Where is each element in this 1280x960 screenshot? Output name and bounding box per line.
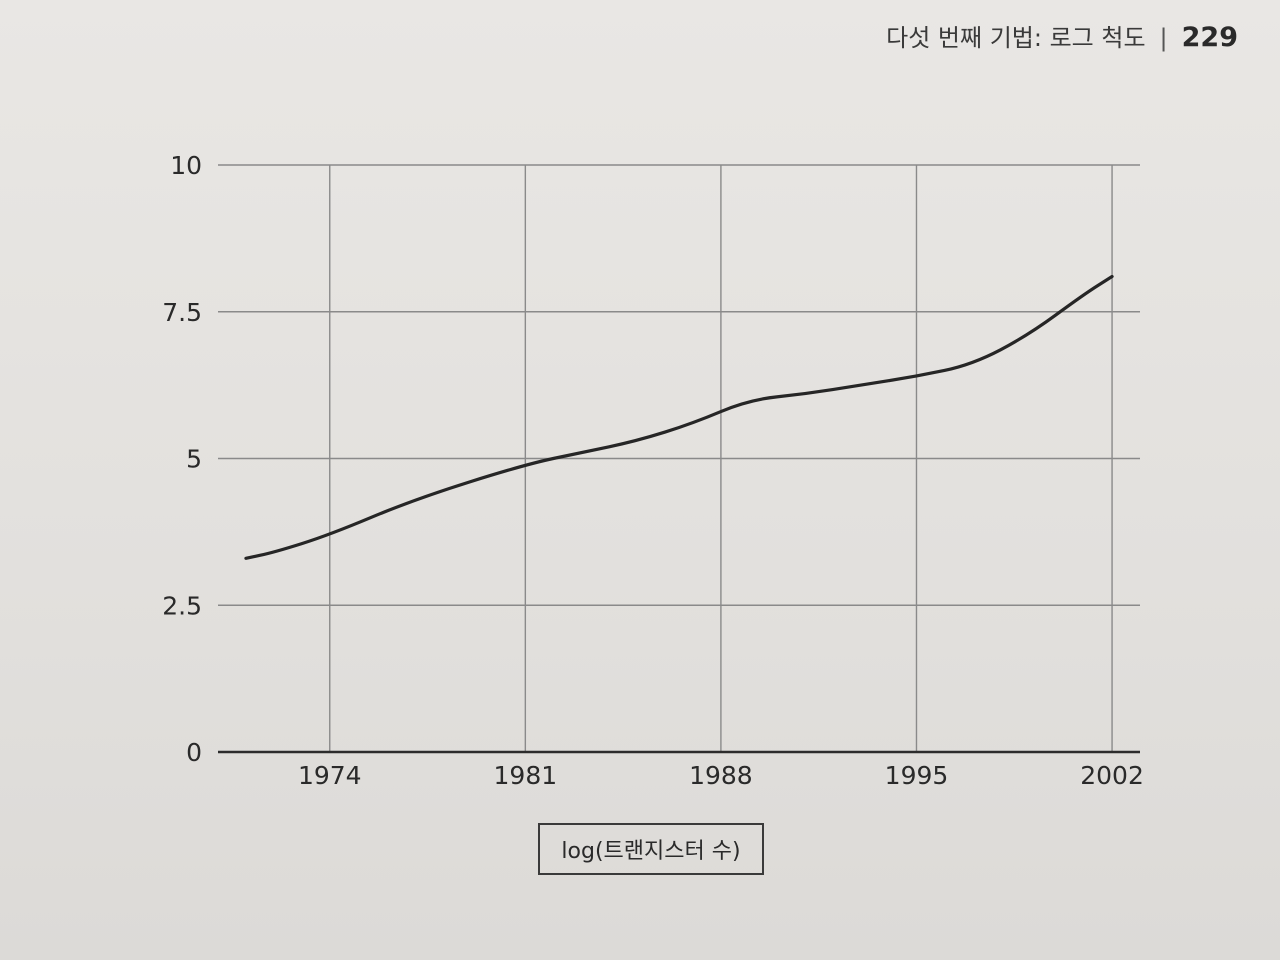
y-tick-label: 2.5 xyxy=(162,591,202,620)
x-tick-label: 1995 xyxy=(885,761,949,790)
y-tick-labels: 0 2.5 5 7.5 10 xyxy=(162,151,202,767)
page-header: 다섯 번째 기법: 로그 척도 | 229 xyxy=(886,18,1238,53)
y-gridlines xyxy=(218,164,1140,606)
x-tick-label: 1988 xyxy=(689,761,753,790)
y-tick-label: 7.5 xyxy=(162,298,202,327)
y-tick-label: 5 xyxy=(186,445,202,474)
x-tick-label: 1974 xyxy=(298,761,362,790)
y-tick-label: 0 xyxy=(186,738,202,767)
x-tick-labels: 1974 1981 1988 1995 2002 xyxy=(298,761,1144,790)
header-separator: | xyxy=(1159,24,1168,52)
x-tick-label: 1981 xyxy=(494,761,558,790)
legend-label: log(트랜지스터 수) xyxy=(561,839,741,864)
x-tick-label: 2002 xyxy=(1080,761,1144,790)
series-line xyxy=(244,274,1114,560)
series-layer xyxy=(244,274,1114,560)
legend: log(트랜지스터 수) xyxy=(538,823,764,875)
page-number: 229 xyxy=(1181,22,1238,53)
chapter-title: 다섯 번째 기법: 로그 척도 xyxy=(886,24,1146,52)
y-tick-label: 10 xyxy=(170,151,202,180)
